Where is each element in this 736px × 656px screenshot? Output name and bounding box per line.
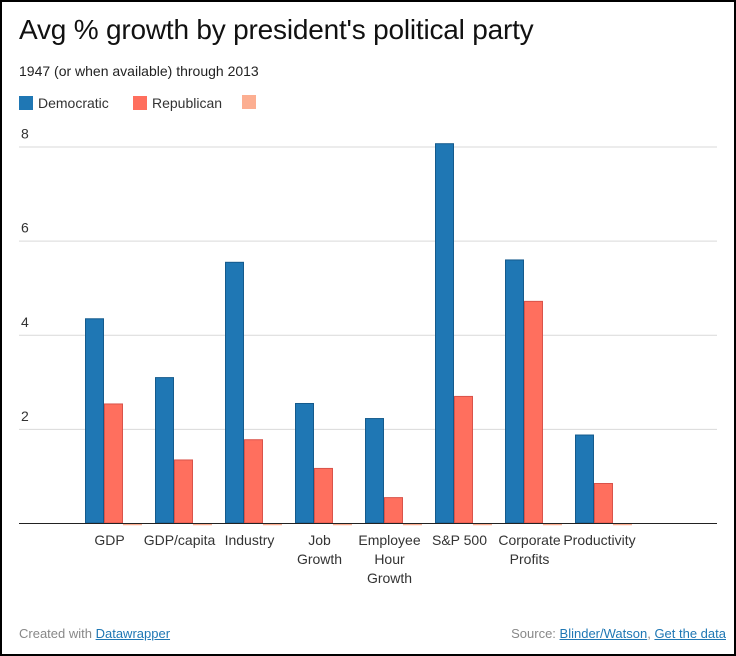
footer-credit: Created with Datawrapper [19,626,170,641]
legend-label-republican: Republican [152,95,223,111]
legend-label-democratic: Democratic [38,95,109,111]
bar-republican-corporate-profits [524,300,543,524]
get-data-link[interactable]: Get the data [654,626,726,641]
x-tick-label: GDP/capita [144,532,216,548]
source-link[interactable]: Blinder/Watson [559,626,648,641]
x-tick-label: Growth [367,570,412,586]
chart-title: Avg % growth by president's political pa… [19,14,534,45]
footer-source: Source: Blinder/Watson, Get the data [511,626,726,641]
bar-republican-industry [244,439,263,524]
chart-subtitle: 1947 (or when available) through 2013 [19,63,259,79]
bar-republican-job-growth [314,467,333,524]
legend-swatch-third-series [242,95,256,109]
source-prefix: Source: [511,626,560,641]
legend-item-third-series[interactable] [242,95,261,109]
bar-democratic-gdp-capita [155,377,174,524]
x-tick-label: Industry [225,532,275,548]
x-tick-label: Productivity [563,532,635,548]
legend-swatch-republican [133,96,147,110]
y-tick-label: 4 [21,314,29,330]
x-tick-label: Employee [358,532,420,548]
legend-item-republican[interactable]: Republican [133,95,222,111]
x-tick-label: Hour [374,551,405,567]
bar-democratic-industry [225,261,244,524]
bar-democratic-employee-hour-growth [365,418,384,524]
x-tick-label: Corporate [498,532,560,548]
bar-democratic-corporate-profits [505,259,524,524]
x-tick-label: Profits [510,551,550,567]
credit-prefix: Created with [19,626,96,641]
legend-swatch-democratic [19,96,33,110]
x-tick-label: GDP [94,532,124,548]
bar-chart: 2 4 6 8 GDP GDP/capita Industry Job Growth Employ… [19,126,717,586]
y-tick-label: 2 [21,408,29,424]
bar-republican-s-p-500 [454,395,473,524]
bar-republican-employee-hour-growth [384,497,403,524]
bar-republican-gdp [104,403,123,524]
bar-republican-productivity [594,482,613,524]
y-tick-label: 6 [21,220,29,236]
bar-democratic-s-p-500 [435,143,454,524]
bar-democratic-job-growth [295,402,314,524]
bar-democratic-productivity [575,434,594,524]
bar-democratic-gdp [85,318,104,524]
x-tick-label: Growth [297,551,342,567]
datawrapper-link[interactable]: Datawrapper [95,626,171,641]
x-tick-label: Job [308,532,331,548]
legend-item-democratic[interactable]: Democratic [19,95,109,111]
bar-republican-gdp-capita [174,459,193,524]
x-tick-label: S&P 500 [432,532,487,548]
source-separator: , [647,626,655,641]
y-tick-label: 8 [21,126,29,142]
